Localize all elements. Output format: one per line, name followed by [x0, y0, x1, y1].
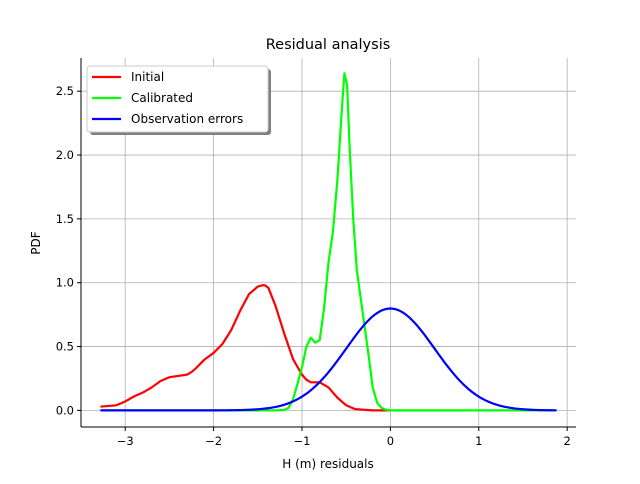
legend-label: Initial — [131, 70, 164, 84]
axes: −3 −2 −1 0 1 2 0.0 0.5 1.0 1.5 2.0 2.5 — [56, 58, 576, 448]
y-tick-label: 0.0 — [56, 403, 74, 417]
x-tick-label: −1 — [294, 434, 311, 448]
y-tick-label: 0.5 — [56, 340, 74, 354]
x-axis-label: H (m) residuals — [282, 457, 374, 471]
x-tick-label: 2 — [563, 434, 570, 448]
y-axis-label: PDF — [29, 231, 43, 254]
series-line-initial — [100, 284, 392, 412]
x-tick-label: 0 — [387, 434, 394, 448]
grid — [81, 58, 576, 427]
x-tick-label: −2 — [205, 434, 222, 448]
y-tick-label: 2.0 — [56, 148, 74, 162]
y-tick-label: 1.0 — [56, 276, 74, 290]
legend-frame — [86, 65, 269, 133]
legend: Initial Calibrated Observation errors — [86, 65, 271, 135]
x-tick-label: 1 — [475, 434, 482, 448]
chart-title: Residual analysis — [266, 37, 391, 53]
x-tick-label: −3 — [117, 434, 134, 448]
y-tick-label: 1.5 — [56, 212, 74, 226]
series-line-calibrated — [100, 72, 557, 412]
legend-label: Observation errors — [131, 112, 243, 126]
y-tick-label: 2.5 — [56, 84, 74, 98]
legend-label: Calibrated — [131, 91, 193, 105]
series-line-observation-errors — [100, 307, 557, 412]
plot-series — [100, 72, 557, 412]
